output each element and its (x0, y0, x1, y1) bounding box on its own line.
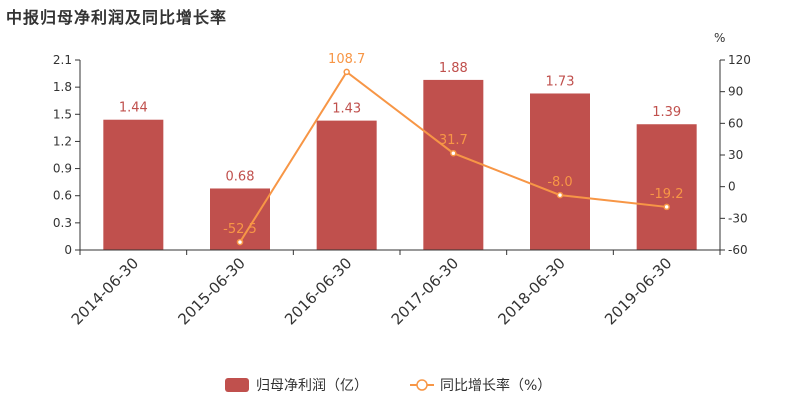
x-tick-label: 2015-06-30 (174, 254, 248, 328)
growth-value-label: -52.5 (223, 222, 257, 237)
y-left-tick-label: 0.3 (53, 216, 72, 230)
growth-value-label: -19.2 (650, 187, 684, 202)
growth-value-label: -8.0 (547, 175, 572, 190)
growth-point (236, 238, 244, 246)
chart-title: 中报归母净利润及同比增长率 (6, 8, 228, 27)
growth-value-label: 108.7 (328, 52, 365, 67)
y-left-tick-label: 1.8 (53, 80, 72, 94)
bar-value-label: 0.68 (226, 169, 255, 184)
x-tick-label: 2014-06-30 (68, 254, 142, 328)
y-left-tick-label: 0.9 (53, 162, 72, 176)
growth-value-label: 31.7 (439, 133, 468, 148)
x-tick-label: 2016-06-30 (281, 254, 355, 328)
bar-value-label: 1.39 (652, 105, 681, 120)
y-right-tick-label: 120 (728, 53, 751, 67)
x-tick-label: 2017-06-30 (388, 254, 462, 328)
y-left-tick-label: 1.2 (53, 134, 72, 148)
bar-value-label: 1.43 (332, 102, 361, 117)
y-right-tick-label: 60 (728, 116, 743, 130)
legend-bar-label: 归母净利润（亿） (256, 377, 368, 394)
bar-value-label: 1.73 (546, 74, 575, 89)
y-right-tick-label: -60 (728, 243, 748, 257)
bar-value-label: 1.88 (439, 61, 468, 76)
x-tick-label: 2019-06-30 (601, 254, 675, 328)
legend-line-marker (416, 379, 428, 391)
bar-2016-06-30 (316, 120, 377, 250)
y-left-tick-label: 0 (64, 243, 72, 257)
bar-2019-06-30 (636, 124, 697, 250)
y-right-tick-label: 30 (728, 148, 743, 162)
y-left-tick-label: 2.1 (53, 53, 72, 67)
bar-2018-06-30 (530, 93, 590, 250)
x-tick-label: 2018-06-30 (494, 254, 568, 328)
growth-point (556, 191, 564, 199)
y-left-tick-label: 1.5 (53, 107, 72, 121)
y-right-tick-label: 90 (728, 85, 743, 99)
legend-line-label: 同比增长率（%） (440, 377, 551, 394)
y-left-tick-label: 0.6 (53, 189, 72, 203)
y-right-tick-label: 0 (728, 180, 736, 194)
y-right-tick-label: -30 (728, 211, 748, 225)
y-right-unit: % (714, 31, 725, 45)
bar-value-label: 1.44 (119, 101, 148, 116)
growth-point (663, 203, 670, 211)
legend-bar-swatch (225, 378, 249, 392)
growth-point (343, 68, 350, 76)
growth-point (450, 149, 457, 157)
bar-2017-06-30 (423, 79, 484, 251)
bar-2014-06-30 (103, 119, 164, 250)
